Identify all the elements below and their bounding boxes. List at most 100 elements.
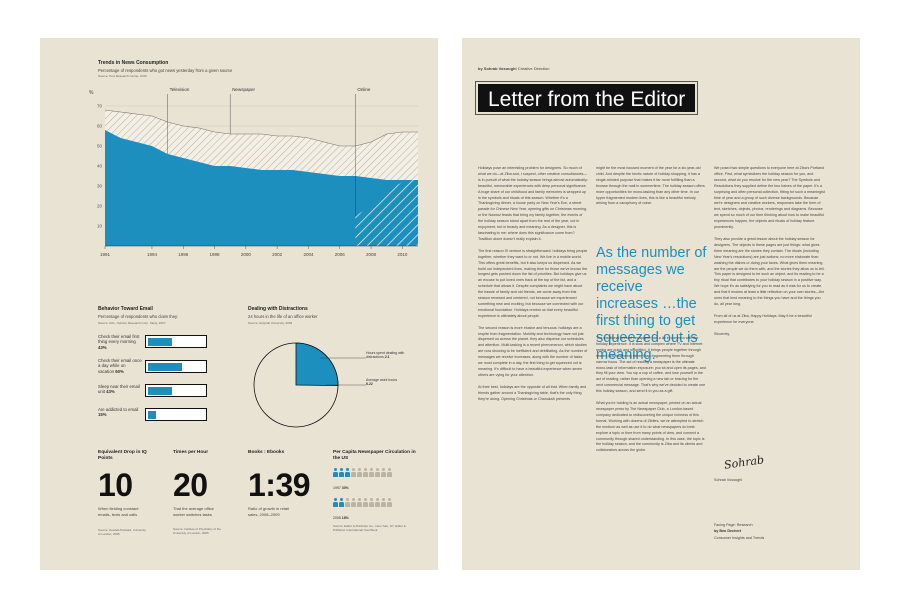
- email-title: Behavior Toward Email: [98, 306, 153, 312]
- person-icon: [381, 468, 386, 477]
- pull-quote: As the number of messages we receive inc…: [596, 245, 707, 363]
- column-3: We posed two simple questions to everyon…: [714, 166, 826, 344]
- email-source: Source: AOL, Opinion Research Corp. Stud…: [98, 321, 166, 325]
- email-bar-1-fill: [147, 337, 172, 346]
- per-capita-row-2008-label: 2008 18%: [333, 516, 349, 520]
- x-tick-2000: 2000: [241, 252, 252, 257]
- task-switch-stat-source: Source: Institute of Psychiatry of the U…: [173, 527, 222, 535]
- iq-stat-title: Equivalent Drop in IQ Points: [98, 450, 147, 461]
- x-tick-2008: 2008: [366, 252, 377, 257]
- email-bar-3-fill: [147, 386, 172, 395]
- y-axis-unit: %: [89, 90, 94, 96]
- work-hours-label: Average work hours 6.22: [366, 378, 398, 387]
- per-capita-row-1997-label: 1997 30%: [333, 486, 349, 490]
- x-tick-2004: 2004: [303, 252, 314, 257]
- x-tick-1996: 1996: [178, 252, 189, 257]
- per-capita-row-1997-icons: [333, 464, 393, 482]
- x-tick-2006: 2006: [335, 252, 346, 257]
- person-icon: [375, 468, 380, 477]
- annotation-online: Online: [357, 87, 371, 92]
- email-bar-3: [145, 384, 207, 397]
- pie-slice-distractions: [295, 342, 339, 387]
- person-icon: [345, 498, 350, 507]
- distractions-label: Hours spent dealing with distractions 2.…: [366, 351, 405, 360]
- byline: by Sohrab Vosoughi Creative Direction: [478, 66, 550, 71]
- person-icon: [357, 498, 362, 507]
- col1-paragraph-3: The second reason is more elusive and te…: [478, 325, 588, 377]
- email-bar-2: [145, 360, 207, 373]
- y-tick-30: 30: [97, 184, 103, 189]
- chart-annotations: Television Newspaper Online: [167, 87, 371, 216]
- news-consumption-chart: % 1991 1994 1996 1998 2000 2002 2004 2006 2008 20…: [89, 87, 418, 257]
- iq-stat-value: 10: [98, 467, 133, 503]
- left-page: Trends in News Consumption Percentage of…: [40, 38, 438, 570]
- email-subtitle: Percentage of respondents who claim they…: [98, 314, 179, 319]
- col1-paragraph-2: The first reason I'll venture is straigh…: [478, 248, 588, 318]
- per-capita-source: Source: Editor & Publisher Co., New York…: [333, 524, 406, 532]
- x-tick-2010: 2010: [397, 252, 408, 257]
- per-capita-row-2008-icons: [333, 494, 393, 512]
- right-page: by Sohrab Vosoughi Creative Direction Le…: [462, 38, 860, 570]
- person-icon: [339, 498, 344, 507]
- annotation-television: Television: [170, 87, 190, 92]
- distractions-source: Source: Hospital University, 2009: [248, 321, 293, 325]
- person-icon: [351, 498, 356, 507]
- news-chart-subtitle: Percentage of respondents who got news y…: [98, 68, 233, 73]
- col1-paragraph-1: Holidays pose an interesting problem for…: [478, 166, 588, 241]
- y-tick-40: 40: [97, 164, 103, 169]
- books-stat-value: 1:39: [248, 467, 311, 503]
- col3-paragraph-1: We posed two simple questions to everyon…: [714, 166, 826, 230]
- email-bar-2-fill: [147, 362, 182, 371]
- x-tick-1994: 1994: [147, 252, 158, 257]
- y-tick-70: 70: [97, 104, 103, 109]
- person-icon: [387, 468, 392, 477]
- distractions-title: Dealing with Distractions: [248, 306, 308, 312]
- iq-stat-desc: When fielding constant emails, texts and…: [98, 506, 139, 517]
- signer-name: Sohrab Vosoughi: [714, 478, 743, 482]
- email-item-4-label: Are addicted to email 15%: [98, 407, 139, 418]
- email-bar-1: [145, 335, 207, 348]
- news-chart-source: Source: Pew Research Center, 2010: [98, 74, 147, 78]
- person-icon: [345, 468, 350, 477]
- signature: Sohrab: [723, 453, 765, 472]
- col3-paragraph-3: From all of us at Ziba, Happy Holidays. …: [714, 313, 812, 324]
- per-capita-title: Per Capita Newspaper Circulation in the …: [333, 450, 416, 461]
- books-stat-title: Books : Ebooks: [248, 450, 285, 455]
- person-icon: [369, 468, 374, 477]
- y-tick-50: 50: [97, 144, 103, 149]
- person-icon: [375, 498, 380, 507]
- person-icon: [363, 468, 368, 477]
- news-chart-title: Trends in News Consumption: [98, 60, 169, 66]
- facing-page-label: Facing Page: Research: [714, 523, 753, 527]
- distractions-subtitle: 24 hours in the life of an office worker: [248, 314, 318, 319]
- task-switch-stat-desc: That the average office worker switches …: [173, 506, 214, 517]
- annotation-newspaper: Newspaper: [232, 87, 255, 92]
- x-tick-1998: 1998: [210, 252, 221, 257]
- iq-stat-source: Source: Hewlett-Packard, University of L…: [98, 528, 147, 536]
- x-tick-1991: 1991: [100, 252, 111, 257]
- newspaper-line: [104, 109, 418, 147]
- col2-paragraph-3: What you're holding is an actual newspap…: [596, 401, 705, 453]
- task-switch-stat-value: 20: [173, 467, 208, 503]
- distractions-pie-chart: [253, 342, 366, 428]
- person-icon: [357, 468, 362, 477]
- facing-page-author: by Ben Dechert: [714, 529, 742, 534]
- y-tick-labels: 10 20 30 40 50 60 70: [97, 104, 103, 229]
- task-switch-stat-title: Times per Hour: [173, 450, 209, 455]
- email-item-2-label: Check their email once a day while on va…: [98, 358, 142, 374]
- article-title: Letter from the Editor: [474, 81, 699, 115]
- y-tick-10: 10: [97, 224, 103, 229]
- column-1: Holidays pose an interesting problem for…: [478, 166, 588, 409]
- col3-paragraph-2: They also provide a great lesson about t…: [714, 236, 825, 306]
- person-icon: [333, 498, 338, 507]
- col2-paragraph-1: might be the most focused moment of the …: [596, 166, 705, 206]
- signoff: Sincerely,: [714, 331, 730, 336]
- column-2-top: might be the most focused moment of the …: [596, 166, 706, 213]
- person-icon: [369, 498, 374, 507]
- column-2-bottom: The traditional printed newspaper has a …: [596, 336, 706, 460]
- col1-paragraph-4: At their best, holidays are the opposite…: [478, 384, 587, 401]
- person-icon: [387, 498, 392, 507]
- y-tick-60: 60: [97, 124, 103, 129]
- person-icon: [381, 498, 386, 507]
- email-bar-4-fill: [147, 410, 157, 419]
